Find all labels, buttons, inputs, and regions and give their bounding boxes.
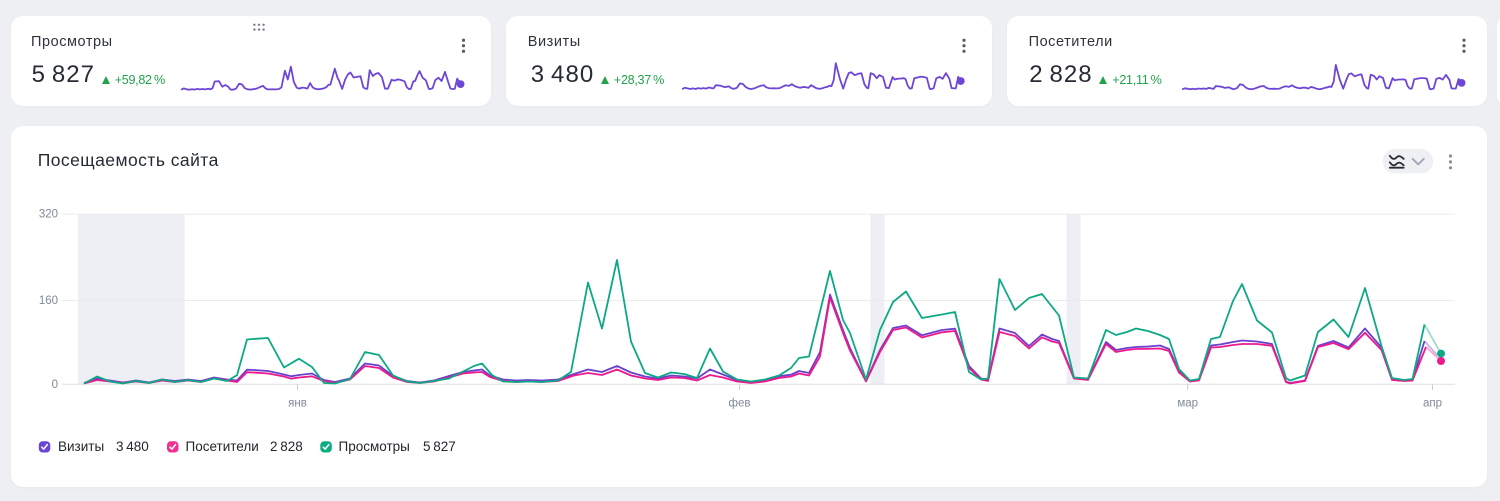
svg-text:апр: апр <box>1423 398 1442 410</box>
svg-text:320: 320 <box>39 209 58 221</box>
svg-text:мар: мар <box>1177 398 1198 410</box>
svg-text:янв: янв <box>288 398 307 410</box>
svg-text:0: 0 <box>52 379 58 391</box>
svg-text:160: 160 <box>39 295 58 307</box>
svg-text:фев: фев <box>729 398 751 410</box>
